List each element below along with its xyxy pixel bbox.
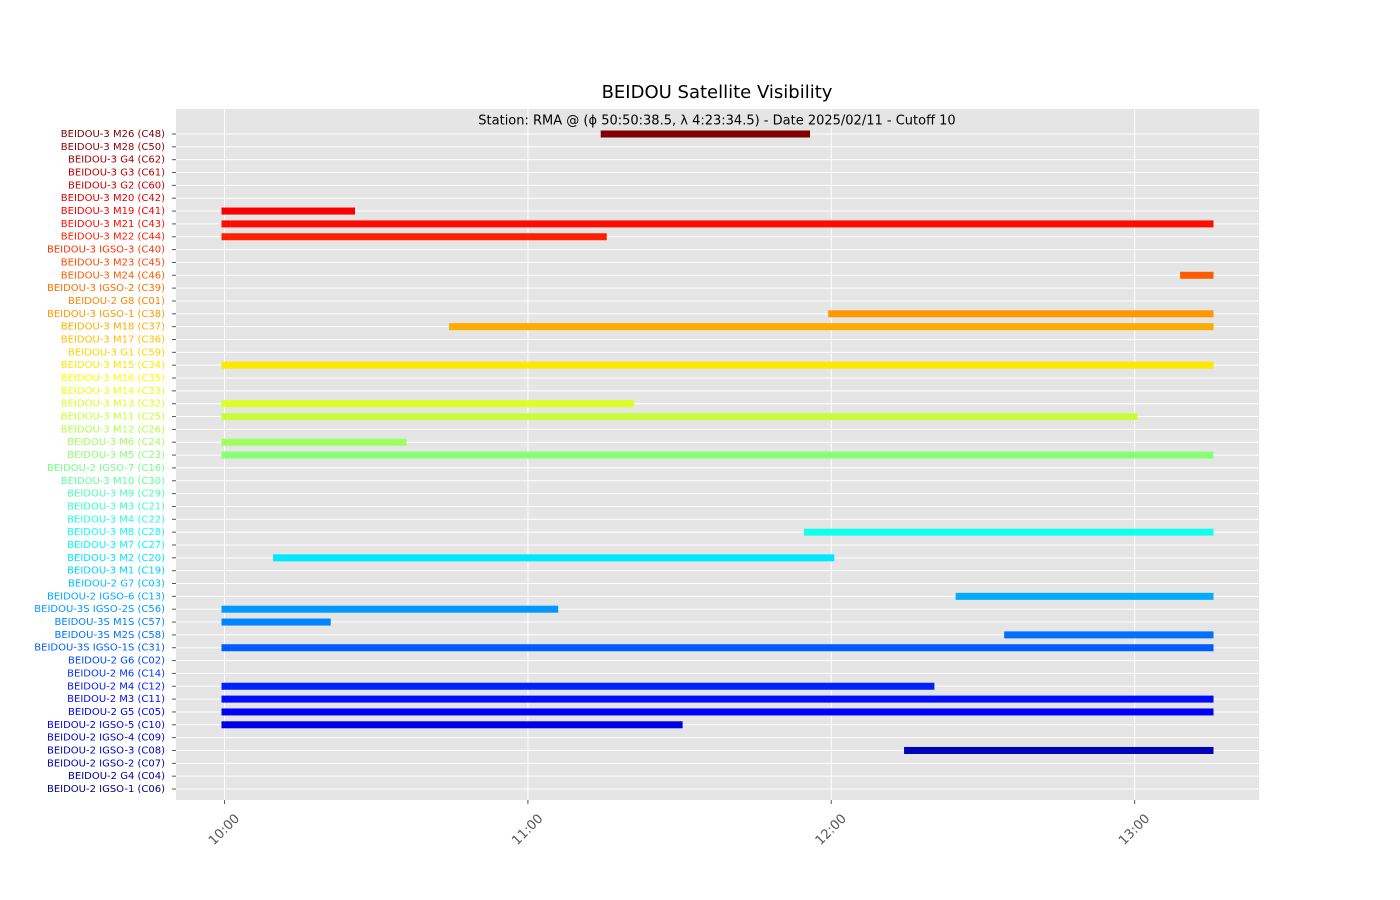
y-tick-label: BEIDOU-2 IGSO-6 (C13) (47, 591, 165, 602)
visibility-bar (449, 323, 1214, 331)
y-tick-label: BEIDOU-3 M14 (C33) (61, 386, 165, 397)
x-tick-label: 13:00 (1116, 811, 1153, 848)
y-tick-label: BEIDOU-3 M18 (C37) (61, 322, 165, 333)
visibility-bar (221, 361, 1214, 369)
y-tick-label: BEIDOU-3 M9 (C29) (67, 489, 165, 500)
y-tick-label: BEIDOU-2 G7 (C03) (68, 579, 165, 590)
y-tick-label: BEIDOU-3 M22 (C44) (61, 232, 165, 243)
visibility-bar (1004, 631, 1214, 639)
y-tick-label: BEIDOU-3 M8 (C28) (67, 527, 165, 538)
y-tick-label: BEIDOU-3 M1 (C19) (67, 566, 165, 577)
y-tick-label: BEIDOU-3 M24 (C46) (61, 270, 165, 281)
y-tick-label: BEIDOU-2 IGSO-4 (C09) (47, 733, 165, 744)
visibility-bar (600, 130, 811, 138)
visibility-bar (221, 695, 1214, 703)
y-tick-label: BEIDOU-3 G1 (C59) (68, 347, 165, 358)
y-tick-label: BEIDOU-3 G3 (C61) (68, 168, 165, 179)
visibility-bar (221, 438, 407, 446)
chart-subtitle: Station: RMA @ (ϕ 50:50:38.5, λ 4:23:34.… (478, 114, 955, 129)
y-tick-label: BEIDOU-3 M28 (C50) (61, 142, 165, 153)
y-tick-label: BEIDOU-2 IGSO-1 (C06) (47, 784, 165, 795)
y-tick-label: BEIDOU-3 G4 (C62) (68, 155, 165, 166)
y-tick-label: BEIDOU-3 M10 (C30) (61, 476, 165, 487)
y-tick-label: BEIDOU-3S IGSO-2S (C56) (34, 604, 165, 615)
visibility-bar (221, 207, 355, 215)
visibility-bar (221, 708, 1214, 716)
y-tick-label: BEIDOU-3 M12 (C26) (61, 424, 165, 435)
y-tick-label: BEIDOU-3S M2S (C58) (54, 630, 165, 641)
visibility-bar (221, 618, 331, 626)
x-tick-label: 11:00 (509, 811, 546, 848)
y-tick-label: BEIDOU-2 IGSO-2 (C07) (47, 758, 165, 769)
y-tick-label: BEIDOU-3 M6 (C24) (67, 437, 165, 448)
y-tick-label: BEIDOU-3 M21 (C43) (61, 219, 165, 230)
visibility-bar (221, 451, 1214, 459)
y-tick-label: BEIDOU-3 IGSO-1 (C38) (47, 309, 165, 320)
y-tick-label: BEIDOU-3 M13 (C32) (61, 399, 165, 410)
y-tick-label: BEIDOU-3 M23 (C45) (61, 257, 165, 268)
chart-title: BEIDOU Satellite Visibility (602, 82, 833, 103)
visibility-bar (221, 220, 1214, 228)
y-tick-label: BEIDOU-3S M1S (C57) (54, 617, 165, 628)
visibility-bar (221, 682, 935, 690)
y-tick-label: BEIDOU-2 IGSO-5 (C10) (47, 720, 165, 731)
visibility-bar (955, 592, 1214, 600)
visibility-bar (1180, 271, 1214, 279)
y-tick-label: BEIDOU-3 IGSO-2 (C39) (47, 283, 165, 294)
y-tick-label: BEIDOU-2 G4 (C04) (68, 771, 165, 782)
y-tick-label: BEIDOU-3 G2 (C60) (68, 180, 165, 191)
y-tick-label: BEIDOU-2 G8 (C01) (68, 296, 165, 307)
y-tick-label: BEIDOU-2 M4 (C12) (67, 681, 165, 692)
y-tick-label: BEIDOU-2 M6 (C14) (67, 668, 165, 679)
y-tick-label: BEIDOU-2 G5 (C05) (68, 707, 165, 718)
visibility-bar (221, 644, 1214, 652)
visibility-bar (803, 528, 1214, 536)
visibility-bar (221, 233, 607, 241)
y-tick-label: BEIDOU-3 M3 (C21) (67, 501, 165, 512)
y-tick-label: BEIDOU-2 M3 (C11) (67, 694, 165, 705)
y-tick-label: BEIDOU-3 M16 (C35) (61, 373, 165, 384)
y-tick-label: BEIDOU-3S IGSO-1S (C31) (34, 643, 165, 654)
visibility-bar (221, 413, 1138, 421)
visibility-bar (221, 605, 559, 613)
visibility-bar (273, 554, 835, 562)
y-tick-label: BEIDOU-3 M20 (C42) (61, 193, 165, 204)
y-tick-label: BEIDOU-2 IGSO-7 (C16) (47, 463, 165, 474)
y-tick-label: BEIDOU-3 M2 (C20) (67, 553, 165, 564)
y-tick-label: BEIDOU-3 M17 (C36) (61, 334, 165, 345)
y-tick-label: BEIDOU-3 M7 (C27) (67, 540, 165, 551)
y-tick-label: BEIDOU-3 M26 (C48) (61, 129, 165, 140)
y-tick-label: BEIDOU-2 G6 (C02) (68, 656, 165, 667)
visibility-bar (828, 310, 1214, 318)
y-tick-label: BEIDOU-2 IGSO-3 (C08) (47, 745, 165, 756)
x-tick-label: 12:00 (813, 811, 850, 848)
y-tick-label: BEIDOU-3 M15 (C34) (61, 360, 165, 371)
visibility-bar (904, 746, 1214, 754)
y-tick-label: BEIDOU-3 M19 (C41) (61, 206, 165, 217)
y-tick-label: BEIDOU-3 M5 (C23) (67, 450, 165, 461)
x-tick-label: 10:00 (206, 811, 243, 848)
y-tick-label: BEIDOU-3 IGSO-3 (C40) (47, 245, 165, 256)
y-tick-label: BEIDOU-3 M4 (C22) (67, 514, 165, 525)
visibility-bar (221, 400, 635, 408)
visibility-bar (221, 721, 683, 729)
y-tick-label: BEIDOU-3 M11 (C25) (61, 412, 165, 423)
